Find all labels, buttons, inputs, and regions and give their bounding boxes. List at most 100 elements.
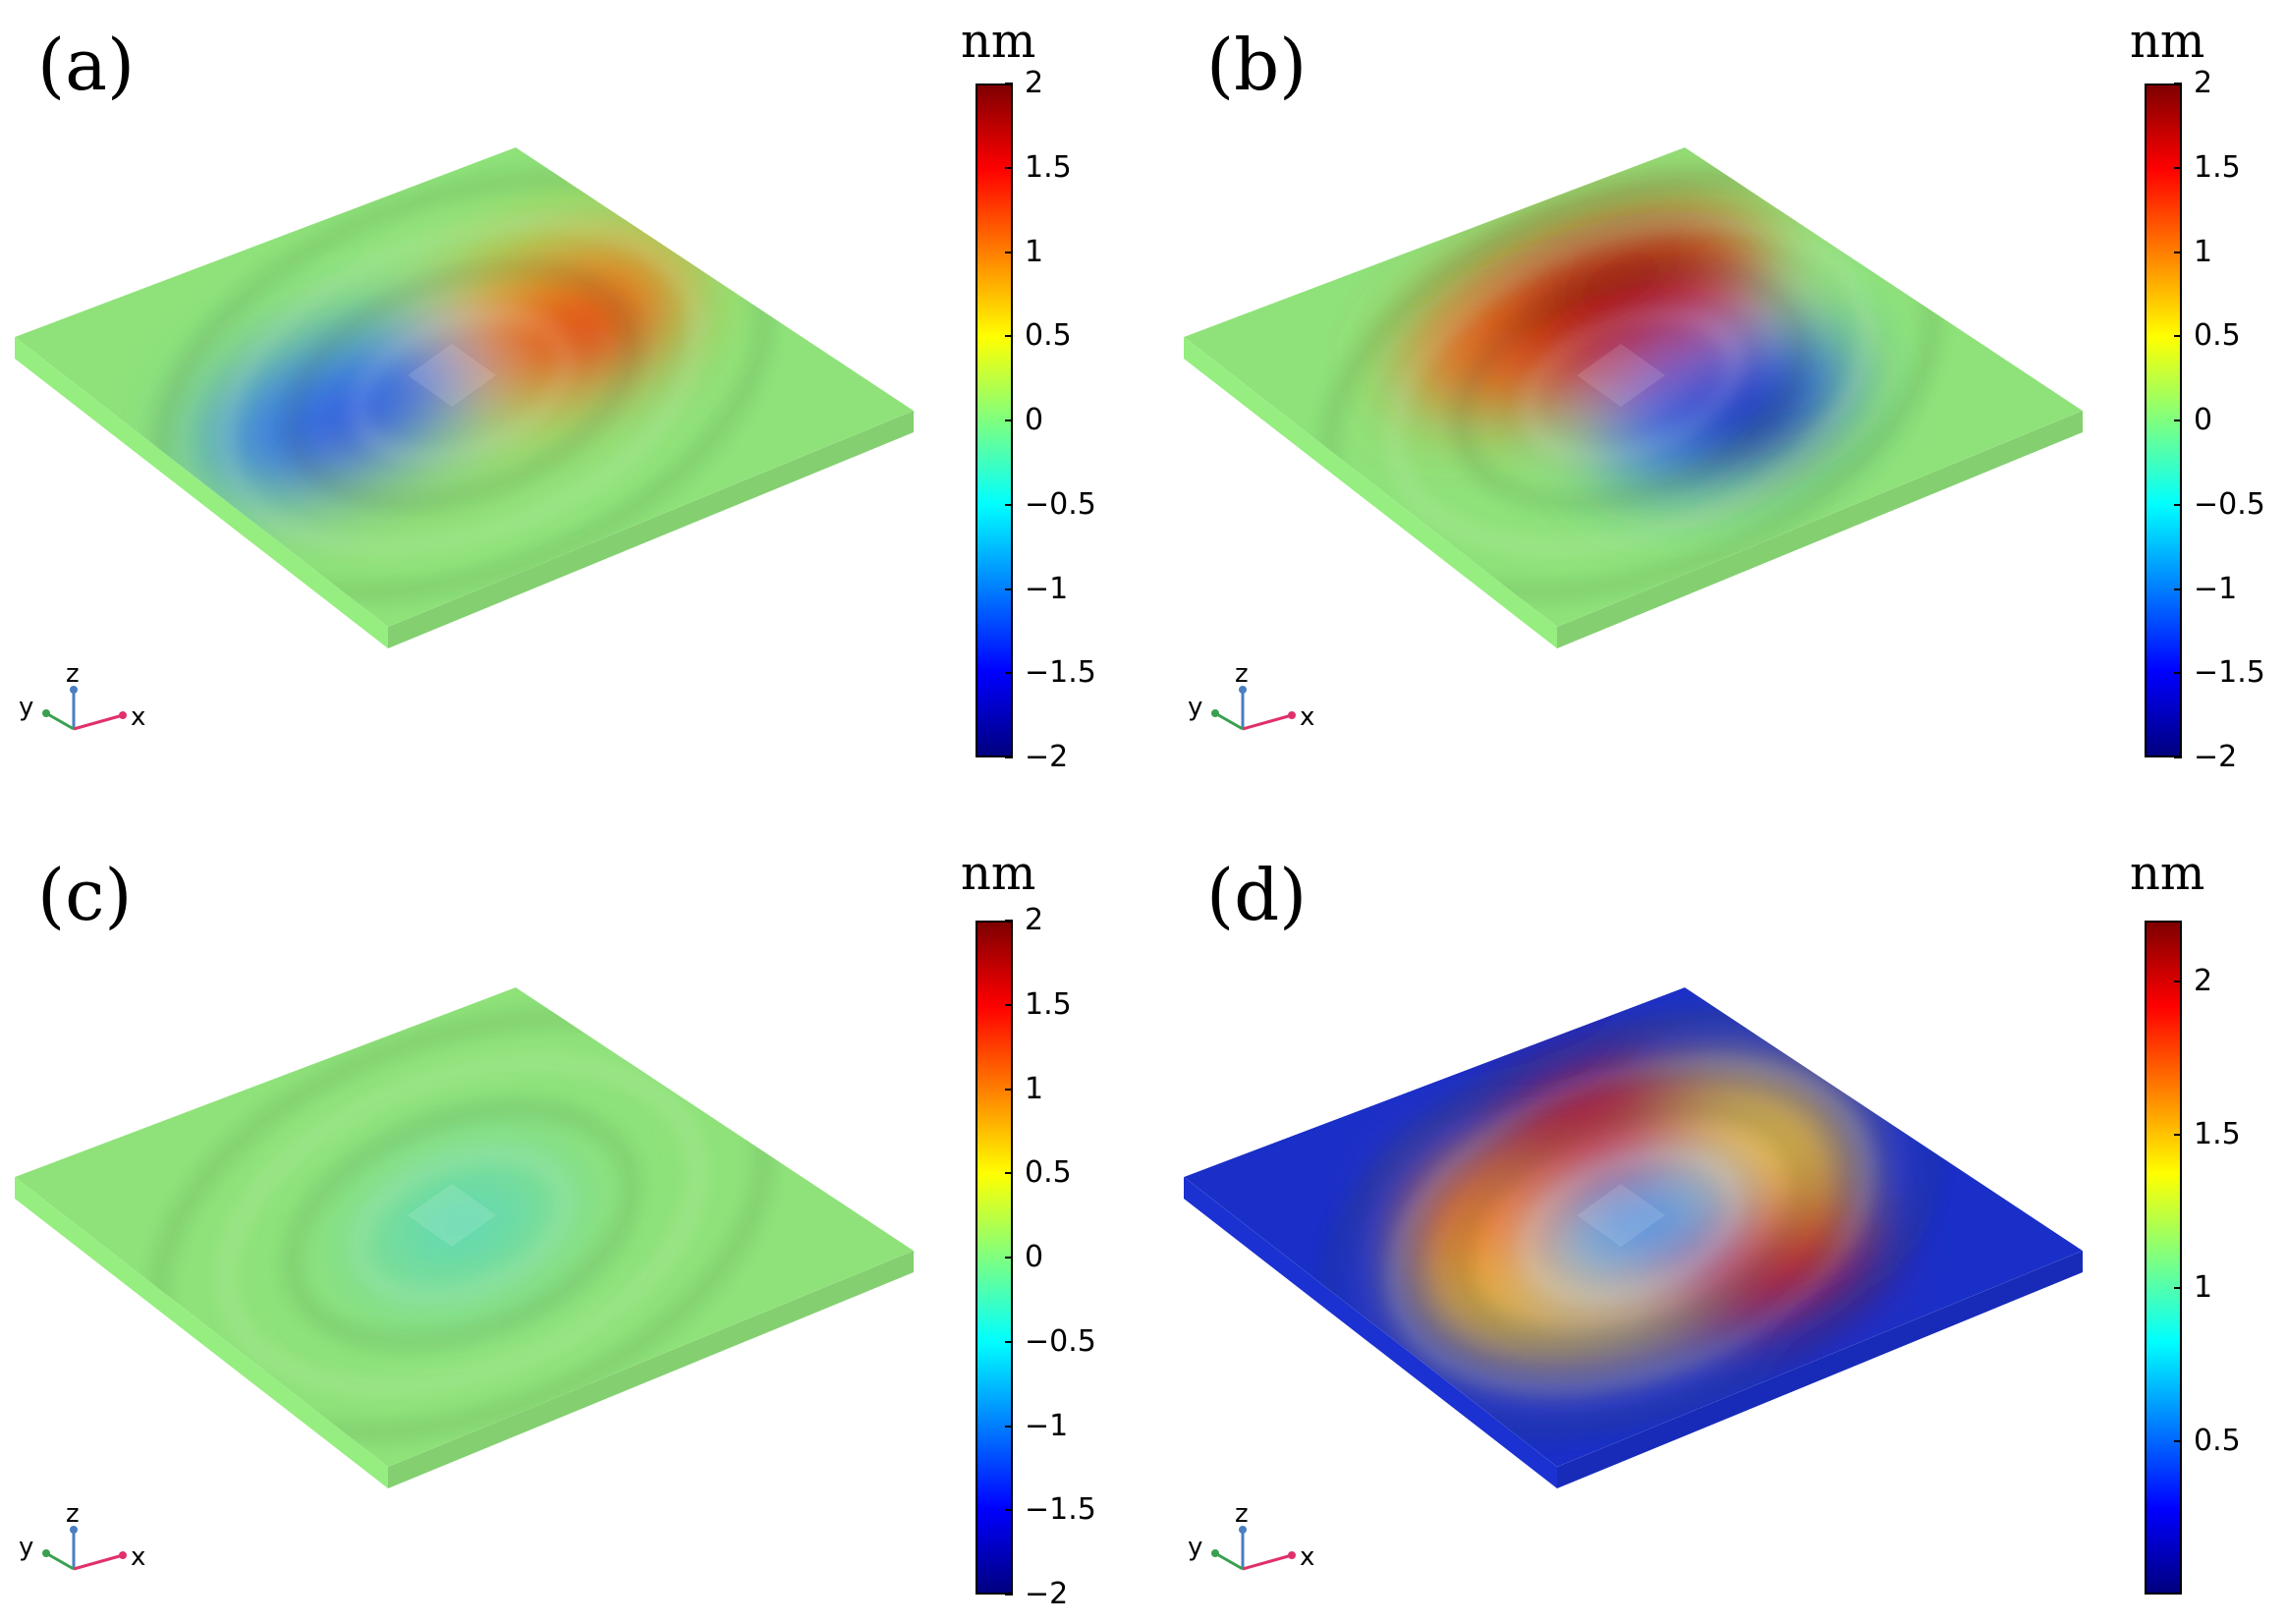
y-axis-arrow bbox=[45, 1551, 75, 1571]
center-dimple bbox=[408, 344, 496, 407]
colorbar-tickmark bbox=[2174, 335, 2182, 338]
colorbar-tick-label: 1 bbox=[2194, 1270, 2213, 1306]
colorbar-tick-label: 1 bbox=[2194, 234, 2213, 269]
colorbar-tick-label: 0 bbox=[1025, 403, 1044, 437]
z-axis-label: z bbox=[66, 668, 80, 689]
colorbar-tickmark bbox=[1005, 251, 1013, 253]
plate-side-right bbox=[388, 1251, 914, 1488]
surface-plot bbox=[15, 987, 914, 1488]
colorbar-tick-label: 0.5 bbox=[2194, 1424, 2241, 1459]
colorbar-tickmark bbox=[2174, 588, 2182, 590]
center-dimple bbox=[408, 1184, 496, 1247]
axis-triad: z x y bbox=[20, 668, 145, 732]
colorbar-tick-label: 2 bbox=[2194, 66, 2213, 100]
colorbar-tick-label: 1.5 bbox=[2194, 1117, 2241, 1152]
z-axis-label: z bbox=[66, 1508, 80, 1529]
colorbar-tickmark bbox=[1005, 83, 1013, 84]
axis-triad: z x y bbox=[1189, 1508, 1314, 1572]
z-axis-label: z bbox=[1235, 668, 1249, 689]
plate-side-left bbox=[15, 337, 388, 648]
center-dimple bbox=[1577, 344, 1665, 407]
colorbar-unit: nm bbox=[2130, 846, 2205, 901]
x-axis-label: x bbox=[131, 702, 145, 732]
colorbar-tick-label: −1 bbox=[1025, 571, 1069, 606]
panel-label: (b) bbox=[1206, 24, 1308, 106]
x-axis-label: x bbox=[1300, 702, 1314, 732]
colorbar-tick-label: −1 bbox=[1025, 1408, 1069, 1443]
panel-label: (a) bbox=[37, 24, 136, 106]
axis-triad: z x y bbox=[1189, 668, 1314, 732]
x-axis-label: x bbox=[1300, 1542, 1314, 1572]
colorbar-tick-label: 2 bbox=[1025, 903, 1044, 937]
surface-plot bbox=[1184, 147, 2083, 648]
colorbar-tickmark bbox=[2174, 1134, 2182, 1137]
y-axis-label: y bbox=[1189, 1533, 1202, 1562]
panel-a: (a) nm 2 1.5 1 0.5 0 −0.5 −1 −1.5 −2 z x y bbox=[0, 0, 1143, 812]
colorbar-tick-label: −1.5 bbox=[1025, 655, 1096, 691]
colorbar-tickmark bbox=[2174, 166, 2182, 169]
colorbar-tick-label: −2 bbox=[1025, 1577, 1069, 1611]
colorbar-unit: nm bbox=[961, 14, 1036, 69]
colorbar-tickmark bbox=[2174, 756, 2182, 758]
colorbar-unit: nm bbox=[961, 846, 1036, 901]
surface-plot bbox=[15, 147, 914, 648]
colorbar-tickmark bbox=[1005, 756, 1013, 758]
colorbar-tickmark bbox=[1005, 1509, 1013, 1512]
y-axis-arrow bbox=[1214, 711, 1244, 731]
colorbar-tick-label: −0.5 bbox=[1025, 486, 1096, 522]
colorbar-tick-label: 2 bbox=[1025, 66, 1044, 100]
colorbar-tickmark bbox=[2174, 83, 2182, 84]
colorbar-tick-label: −0.5 bbox=[2194, 486, 2265, 522]
x-axis-arrow bbox=[73, 713, 124, 731]
colorbar-tickmark bbox=[2174, 420, 2182, 421]
plate-side-right bbox=[1557, 1251, 2083, 1488]
x-axis-arrow bbox=[1242, 713, 1293, 731]
colorbar-tickmark bbox=[1005, 1340, 1013, 1343]
colorbar-tickmark bbox=[2174, 980, 2182, 983]
colorbar-tick-label: 1 bbox=[1025, 234, 1044, 269]
colorbar-tickmark bbox=[1005, 1425, 1013, 1428]
colorbar-tickmark bbox=[1005, 420, 1013, 421]
colorbar-tickmark bbox=[1005, 920, 1013, 922]
plate-side-left bbox=[1184, 337, 1557, 648]
colorbar-tick-label: 1.5 bbox=[1025, 986, 1072, 1022]
colorbar-tick-label: 0 bbox=[2194, 403, 2213, 437]
x-axis-label: x bbox=[131, 1542, 145, 1572]
colorbar-tick-label: 0.5 bbox=[2194, 318, 2241, 354]
colorbar-unit: nm bbox=[2130, 14, 2205, 69]
colorbar-tick-label: −1 bbox=[2194, 571, 2238, 606]
colorbar-tickmark bbox=[2174, 1440, 2182, 1443]
x-axis-arrow bbox=[73, 1553, 124, 1571]
panel-label: (d) bbox=[1206, 854, 1308, 936]
panel-label: (c) bbox=[37, 854, 133, 936]
plate-side-left bbox=[15, 1177, 388, 1488]
panel-b: (b) nm 2 1.5 1 0.5 0 −0.5 −1 −1.5 −2 z x y bbox=[1169, 0, 2286, 812]
colorbar-tick-label: −1.5 bbox=[1025, 1492, 1096, 1528]
center-dimple bbox=[1577, 1184, 1665, 1247]
surface-plot bbox=[1184, 987, 2083, 1488]
axis-triad: z x y bbox=[20, 1508, 145, 1572]
colorbar-tick-label: 0 bbox=[1025, 1240, 1044, 1274]
colorbar-tickmark bbox=[1005, 1088, 1013, 1091]
colorbar-tickmark bbox=[2174, 251, 2182, 253]
colorbar-tickmark bbox=[1005, 1257, 1013, 1259]
y-axis-arrow bbox=[45, 711, 75, 731]
colorbar-tickmark bbox=[1005, 335, 1013, 338]
colorbar-tickmark bbox=[1005, 1594, 1013, 1596]
colorbar-tickmark bbox=[1005, 672, 1013, 675]
plate-side-right bbox=[1557, 411, 2083, 648]
colorbar-tickmark bbox=[2174, 672, 2182, 675]
colorbar-tickmark bbox=[2174, 503, 2182, 506]
y-axis-arrow bbox=[1214, 1551, 1244, 1571]
panel-c: (c) nm 2 1.5 1 0.5 0 −0.5 −1 −1.5 −2 z x y bbox=[0, 840, 1143, 1624]
colorbar-tick-label: −1.5 bbox=[2194, 655, 2265, 691]
colorbar bbox=[2145, 921, 2182, 1595]
y-axis-label: y bbox=[20, 693, 33, 722]
colorbar-tick-label: 1.5 bbox=[1025, 149, 1072, 185]
colorbar-tick-label: −0.5 bbox=[1025, 1323, 1096, 1359]
colorbar-tick-label: −2 bbox=[1025, 740, 1069, 774]
colorbar-tickmark bbox=[1005, 503, 1013, 506]
colorbar-tickmark bbox=[1005, 1003, 1013, 1006]
y-axis-label: y bbox=[20, 1533, 33, 1562]
plate-side-right bbox=[388, 411, 914, 648]
